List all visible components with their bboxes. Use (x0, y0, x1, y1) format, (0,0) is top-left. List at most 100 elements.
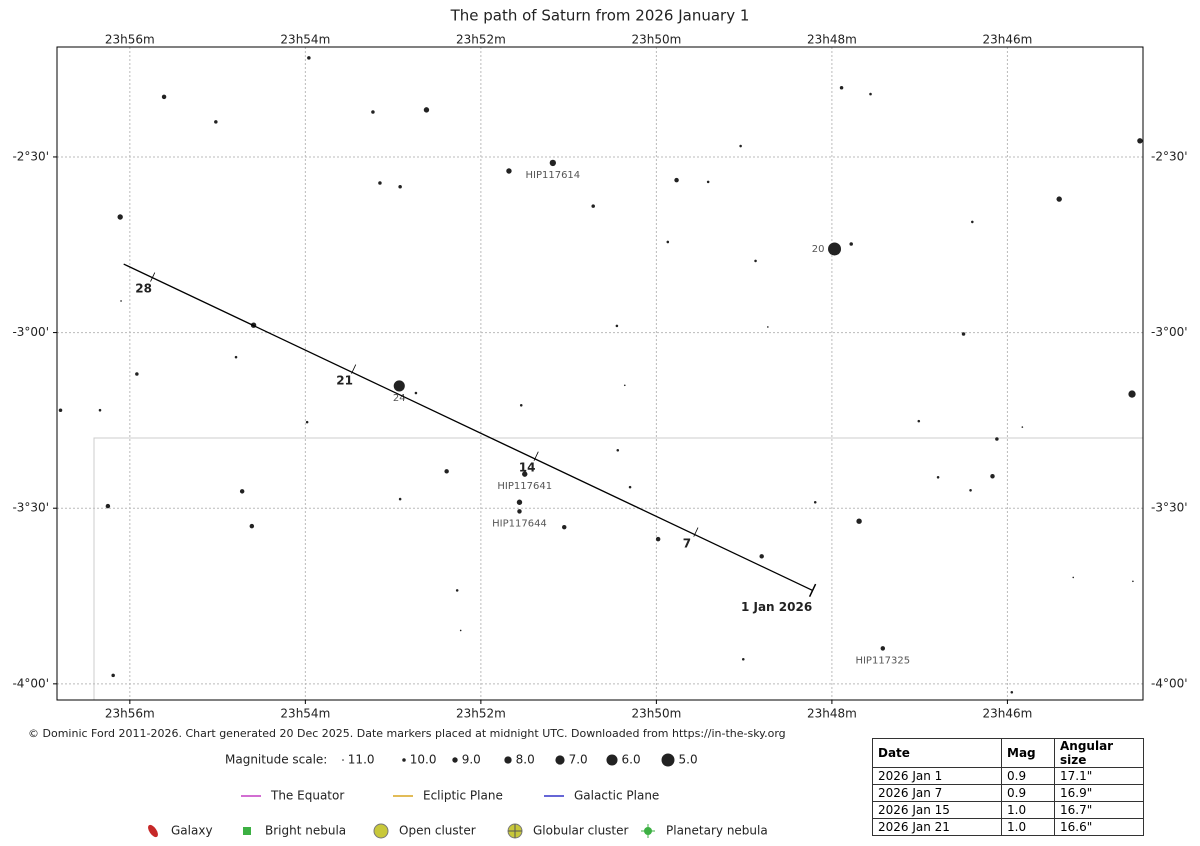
legend-label: Planetary nebula (666, 824, 768, 838)
star (378, 181, 382, 185)
star-label: HIP117614 (525, 170, 580, 181)
star (455, 589, 459, 592)
x-tick-label: 23h50m (631, 707, 681, 721)
date-label: 14 (519, 461, 536, 475)
galaxy-icon (148, 824, 158, 838)
table-row: 2026 Jan 1 0.9 17.1" (872, 767, 1144, 785)
star (307, 56, 311, 60)
star (120, 300, 122, 302)
y-tick-label: -3°30' (1151, 501, 1188, 515)
table-cell: 17.1" (1054, 767, 1144, 785)
magnitude-sample (555, 755, 565, 765)
magnitude-label: 7.0 (569, 753, 588, 767)
table-cell: 2026 Jan 21 (872, 818, 1002, 836)
note: © Dominic Ford 2011-2026. Chart generate… (28, 727, 786, 740)
star (239, 489, 245, 494)
star (549, 159, 557, 167)
star (105, 503, 111, 509)
star (519, 404, 523, 407)
magnitude-label: 8.0 (516, 753, 535, 767)
table-cell: 16.6" (1054, 818, 1144, 836)
star (398, 185, 402, 189)
star-label: HIP117641 (497, 481, 552, 492)
star (398, 497, 402, 501)
star (615, 324, 619, 328)
magnitude-label: 11.0 (348, 753, 375, 767)
star (111, 673, 115, 678)
magnitude-title: Magnitude scale: (225, 753, 327, 767)
star (234, 355, 238, 359)
star (969, 489, 972, 492)
star (423, 107, 430, 113)
open-cluster-icon (373, 823, 389, 839)
table-cell: 2026 Jan 1 (872, 767, 1002, 785)
legend-label: The Equator (270, 789, 344, 803)
x-tick-label: 23h54m (280, 707, 330, 721)
magnitude-label: 10.0 (410, 753, 437, 767)
boundary (93, 437, 1143, 700)
star (623, 384, 626, 387)
star-label: 20 (812, 244, 825, 255)
star (849, 242, 853, 246)
star-label: 24 (393, 393, 406, 404)
table-row: 2026 Jan 15 1.0 16.7" (872, 801, 1144, 819)
star (666, 240, 670, 244)
star (971, 220, 974, 224)
star (880, 646, 886, 651)
legend-label: Bright nebula (265, 824, 346, 838)
x-tick-label: 23h52m (456, 33, 506, 47)
x-tick-label: 23h54m (280, 33, 330, 47)
legend-label: Galaxy (171, 824, 213, 838)
date-tick (533, 451, 539, 461)
y-tick-label: -2°30' (12, 149, 49, 163)
star (371, 110, 375, 114)
star (444, 469, 449, 474)
table-cell: 1.0 (1001, 818, 1055, 836)
nebula-icon (243, 827, 251, 835)
date-label: 28 (135, 282, 152, 296)
legend-label: Galactic Plane (574, 789, 659, 803)
planetary-cross (641, 824, 655, 838)
star (856, 518, 862, 524)
magnitude-sample (402, 758, 406, 762)
star (706, 180, 710, 184)
header-cell: Angular size (1054, 738, 1144, 768)
magnitude-sample (504, 756, 512, 764)
date-tick (693, 527, 699, 537)
star (674, 177, 679, 183)
star (393, 380, 405, 392)
saturn-path (123, 263, 813, 591)
star (459, 629, 462, 632)
y-tick-label: -2°30' (1151, 149, 1188, 163)
table-cell: 0.9 (1001, 767, 1055, 785)
y-tick-label: -3°00' (1151, 325, 1188, 339)
table-cell: 2026 Jan 7 (872, 784, 1002, 802)
globular-cross (508, 824, 522, 838)
star (869, 92, 872, 96)
info-table: Date Mag Angular size 2026 Jan 1 0.9 17.1"… (872, 738, 1144, 836)
magnitude-label: 6.0 (622, 753, 641, 767)
table-cell: 16.9" (1054, 784, 1144, 802)
date-tick (808, 583, 817, 598)
x-tick-label: 23h48m (807, 33, 857, 47)
star (522, 471, 528, 477)
table-cell: 16.7" (1054, 801, 1144, 819)
legend-label: Globular cluster (533, 824, 629, 838)
star (936, 476, 940, 479)
star (117, 214, 123, 220)
table-row: 2026 Jan 7 0.9 16.9" (872, 784, 1144, 802)
y-tick-label: -4°00' (12, 676, 49, 690)
x-tick-label: 23h46m (982, 33, 1032, 47)
star (759, 554, 764, 559)
star (754, 259, 757, 263)
star (1056, 196, 1062, 202)
header-cell: Mag (1001, 738, 1055, 768)
x-tick-label: 23h52m (456, 707, 506, 721)
star (98, 408, 102, 412)
x-tick-label: 23h50m (631, 33, 681, 47)
table-cell: 2026 Jan 15 (872, 801, 1002, 819)
star (1021, 426, 1024, 428)
